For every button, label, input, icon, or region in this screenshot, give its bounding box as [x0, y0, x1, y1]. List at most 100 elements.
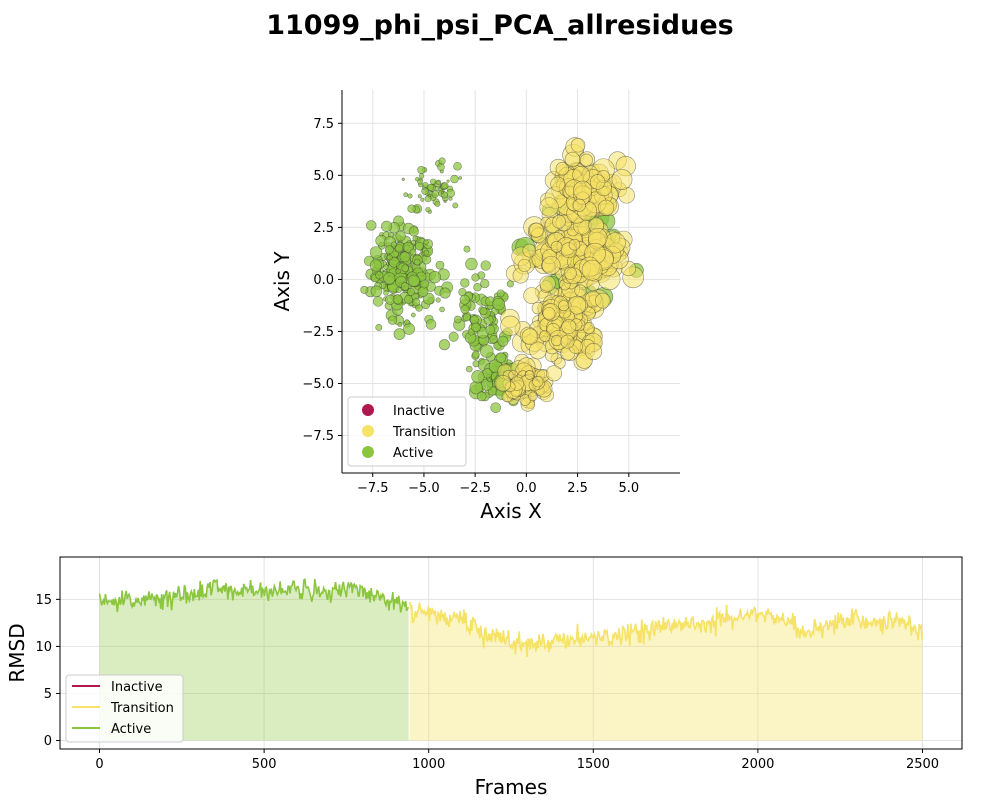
scatter-point: [522, 243, 537, 258]
scatter-point: [552, 214, 566, 229]
scatter-point: [476, 391, 487, 402]
scatter-point: [473, 283, 482, 292]
scatter-point: [529, 341, 547, 360]
scatter-point: [479, 344, 494, 358]
scatter-point: [480, 260, 491, 271]
legend-label: Inactive: [111, 680, 163, 695]
scatter-point: [397, 322, 403, 327]
scatter-point: [441, 190, 444, 194]
scatter-point: [383, 290, 389, 296]
scatter-point: [551, 334, 563, 347]
scatter-point: [541, 255, 561, 275]
scatter-point: [409, 248, 417, 256]
scatter-point: [443, 199, 447, 203]
scatter-point: [500, 315, 521, 336]
scatter-point: [479, 307, 488, 316]
scatter-point: [401, 177, 405, 181]
scatter-point: [417, 194, 422, 199]
scatter-point: [492, 297, 506, 311]
rmsd-fill: [409, 601, 923, 741]
scatter-point: [422, 182, 429, 188]
scatter-point: [369, 246, 383, 259]
scatter-point: [410, 312, 416, 318]
scatter-point: [435, 297, 441, 303]
scatter-point: [465, 365, 473, 373]
scatter-point: [392, 294, 403, 305]
scatter-point: [435, 179, 442, 185]
rmsd-line-active: [98, 577, 410, 613]
scatter-point: [384, 245, 394, 255]
x-tick-label: 500: [252, 757, 277, 772]
scatter-point: [370, 285, 383, 298]
scatter-point: [407, 274, 420, 287]
scatter-point: [561, 319, 577, 334]
scatter-point: [412, 298, 421, 307]
scatter-point: [480, 278, 490, 289]
scatter-point: [550, 240, 563, 253]
legend-label: Transition: [392, 425, 456, 440]
scatter-point: [425, 206, 431, 213]
scatter-point: [539, 275, 556, 292]
scatter-plot: −7.5 −5.0 −2.5 0.0 2.5 5.0 −7.5 −5.0 −2.5 0.0 2.5 5…: [270, 90, 680, 523]
scatter-point: [460, 278, 470, 288]
legend-box: [65, 674, 184, 743]
scatter-point: [563, 266, 577, 280]
scatter-point: [462, 313, 471, 322]
scatter-point: [441, 182, 449, 190]
legend-marker: [362, 425, 374, 437]
rmsd-legend: Inactive Transition Active: [65, 674, 184, 743]
scatter-point: [428, 271, 442, 284]
legend-label: Active: [111, 722, 151, 737]
scatter-point: [595, 292, 611, 309]
scatter-point: [524, 370, 535, 380]
scatter-point: [401, 264, 409, 273]
scatter-point: [369, 259, 382, 272]
scatter-point: [400, 282, 410, 291]
scatter-point: [598, 199, 615, 216]
scatter-point: [380, 220, 393, 232]
scatter-point: [360, 285, 369, 294]
scatter-point: [437, 163, 445, 171]
y-tick-label: 0: [44, 734, 52, 749]
scatter-point: [418, 173, 425, 179]
scatter-point: [395, 286, 402, 293]
legend-marker: [362, 446, 374, 458]
scatter-point: [366, 220, 377, 231]
scatter-point: [383, 272, 396, 285]
legend-label: Transition: [110, 701, 174, 716]
scatter-point: [435, 260, 445, 270]
scatter-point: [395, 230, 406, 242]
scatter-point: [495, 352, 507, 364]
scatter-point: [383, 264, 389, 270]
scatter-point: [572, 198, 586, 212]
rmsd-frame: [59, 556, 963, 750]
scatter-point: [550, 176, 566, 192]
scatter-point: [560, 334, 575, 349]
scatter-point: [471, 322, 481, 333]
y-tick-label: 5.0: [313, 169, 334, 184]
scatter-point: [529, 222, 544, 238]
x-axis-label: Frames: [475, 775, 548, 799]
scatter-point: [403, 192, 409, 198]
rmsd-fill-area: [99, 579, 923, 741]
x-tick-label: 2.5: [567, 481, 588, 496]
scatter-legend: Inactive Transition Active: [347, 396, 467, 467]
scatter-point: [375, 323, 383, 331]
scatter-point: [413, 258, 421, 266]
scatter-point: [421, 187, 429, 195]
scatter-point: [555, 162, 569, 176]
scatter-point: [395, 268, 401, 274]
x-tick-label: 1500: [577, 757, 610, 772]
scatter-point: [485, 324, 496, 335]
scatter-point: [471, 350, 480, 359]
x-tick-label: −5.0: [408, 481, 440, 496]
legend-label: Inactive: [393, 404, 445, 419]
x-tick-label: −7.5: [357, 481, 389, 496]
legend-marker: [362, 404, 374, 416]
rmsd-line-transition: [408, 601, 923, 657]
x-tick-label: −2.5: [459, 481, 491, 496]
figure-title: 11099_phi_psi_PCA_allresidues: [266, 10, 734, 41]
scatter-point: [434, 200, 441, 207]
scatter-point: [558, 300, 570, 312]
scatter-point: [452, 202, 459, 209]
